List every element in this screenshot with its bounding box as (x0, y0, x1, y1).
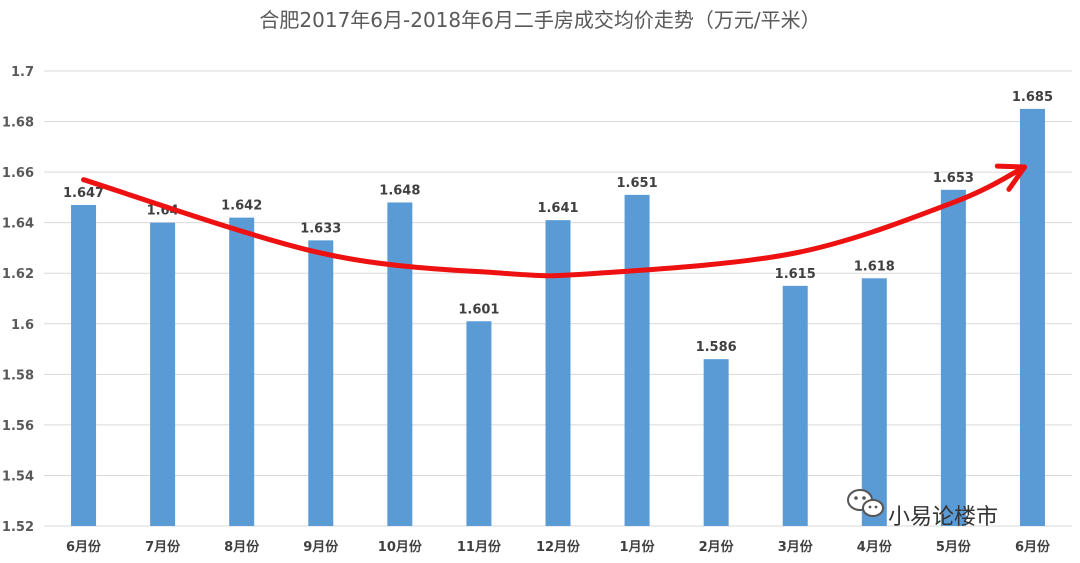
x-tick-label: 8月份 (224, 539, 260, 555)
bar (71, 204, 97, 526)
y-tick-label: 1.58 (2, 368, 34, 383)
y-tick-label: 1.6 (11, 318, 34, 333)
y-tick-label: 1.52 (2, 520, 34, 535)
x-tick-label: 6月份 (1015, 539, 1051, 555)
data-label: 1.586 (696, 340, 737, 355)
bar (545, 220, 571, 526)
x-tick-label: 4月份 (857, 539, 893, 555)
data-label: 1.647 (63, 186, 104, 201)
bar (782, 285, 808, 526)
x-tick-label: 3月份 (778, 539, 814, 555)
data-label: 1.601 (458, 302, 499, 317)
data-label: 1.633 (300, 221, 341, 236)
bar (940, 189, 966, 527)
bar (861, 278, 887, 526)
x-tick-label: 11月份 (457, 539, 502, 555)
y-tick-label: 1.66 (2, 166, 34, 181)
data-label: 1.685 (1012, 90, 1053, 105)
x-tick-label: 5月份 (936, 539, 972, 555)
data-label: 1.615 (775, 267, 816, 282)
bar (150, 222, 176, 526)
data-label: 1.618 (854, 259, 895, 274)
data-label: 1.642 (221, 199, 262, 214)
y-tick-label: 1.68 (2, 116, 34, 131)
data-label: 1.641 (537, 201, 578, 216)
y-axis: 1.52 1.54 1.56 1.58 1.6 1.62 1.64 1.66 1.68 1.7 (2, 65, 34, 535)
x-tick-label: 9月份 (303, 539, 339, 555)
y-tick-label: 1.54 (2, 469, 34, 484)
trend-arrowhead (994, 163, 1028, 192)
y-tick-label: 1.64 (2, 217, 34, 232)
chart-title: 合肥2017年6月-2018年6月二手房成交均价走势（万元/平米） (259, 8, 820, 32)
trend-curve (81, 164, 1028, 279)
y-tick-label: 1.62 (2, 267, 34, 282)
watermark: 小易论楼市 (847, 489, 998, 530)
bar (624, 194, 650, 526)
data-label: 1.648 (379, 183, 420, 198)
bar (703, 359, 729, 526)
y-tick-label: 1.7 (11, 65, 34, 80)
x-tick-label: 2月份 (699, 539, 735, 555)
bar (466, 321, 492, 526)
data-label: 1.653 (933, 171, 974, 186)
x-tick-label: 7月份 (145, 539, 181, 555)
watermark-text: 小易论楼市 (888, 505, 998, 530)
x-axis: 6月份 7月份 8月份 9月份 10月份 11月份 12月份 1月份 2月份 3月份 4月份 5月份 6… (66, 539, 1051, 555)
trend-arrow (81, 163, 1028, 279)
bars (71, 108, 1045, 527)
x-tick-label: 12月份 (536, 539, 581, 555)
y-tick-label: 1.56 (2, 419, 34, 434)
bar (308, 240, 334, 526)
bar (229, 217, 255, 526)
data-label: 1.651 (617, 176, 658, 191)
x-tick-label: 6月份 (66, 539, 102, 555)
x-tick-label: 1月份 (620, 539, 656, 555)
x-tick-label: 10月份 (378, 539, 423, 555)
bar (387, 202, 413, 526)
wechat-icon (847, 489, 884, 517)
bar (1019, 108, 1045, 527)
